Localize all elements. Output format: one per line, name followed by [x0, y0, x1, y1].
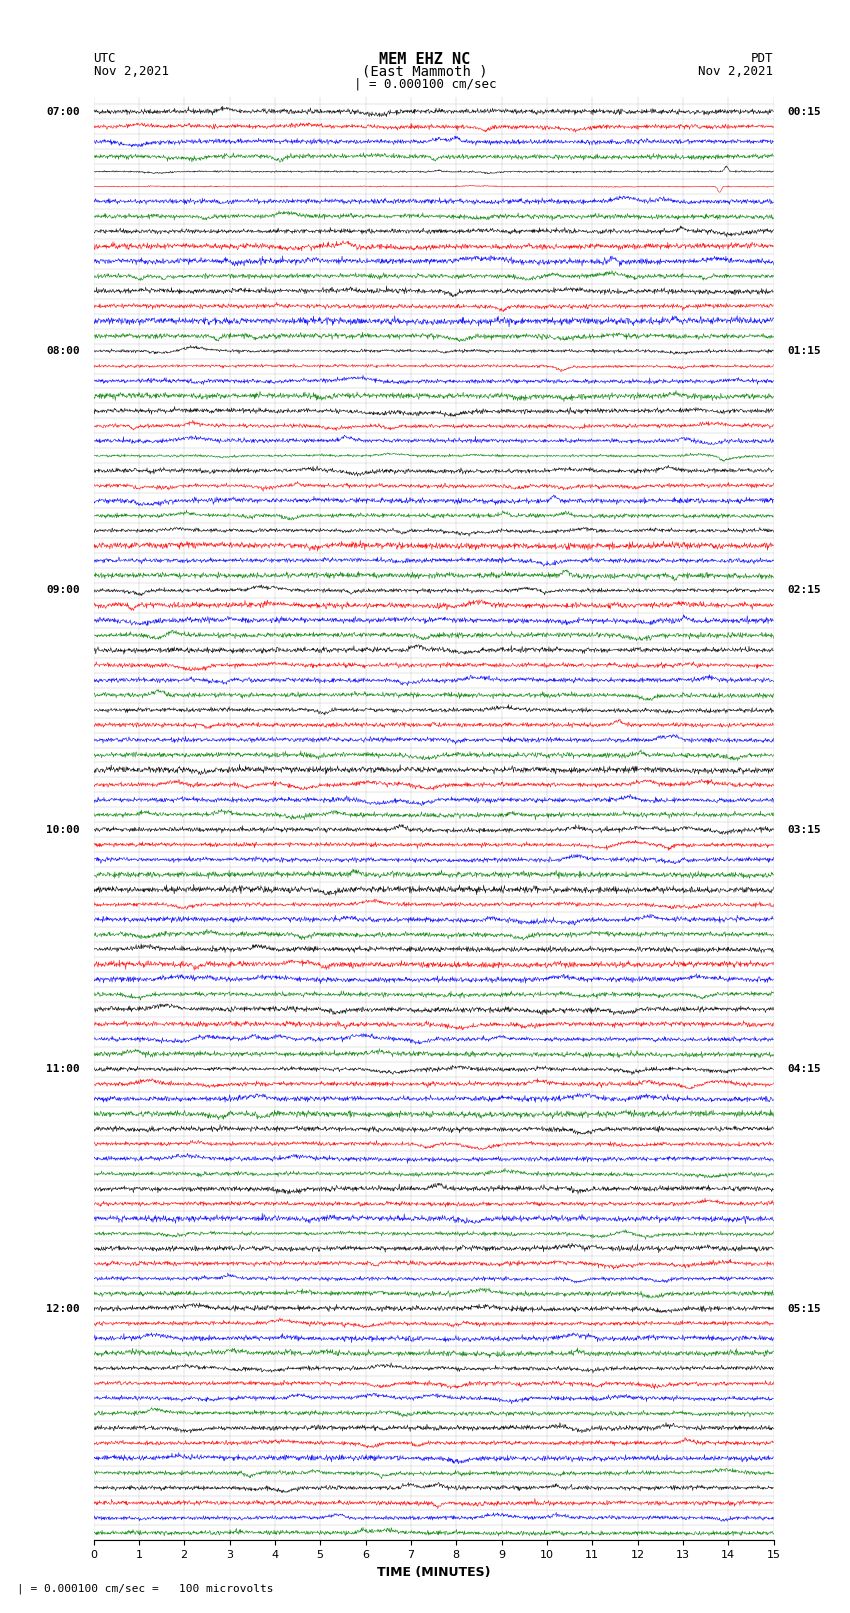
X-axis label: TIME (MINUTES): TIME (MINUTES) — [377, 1566, 490, 1579]
Text: 11:00: 11:00 — [46, 1065, 80, 1074]
Text: Nov 2,2021: Nov 2,2021 — [94, 65, 168, 77]
Text: Nov 2,2021: Nov 2,2021 — [699, 65, 774, 77]
Text: 10:00: 10:00 — [46, 824, 80, 836]
Text: 02:15: 02:15 — [787, 586, 821, 595]
Text: 04:15: 04:15 — [787, 1065, 821, 1074]
Text: PDT: PDT — [751, 52, 774, 65]
Text: 07:00: 07:00 — [46, 106, 80, 116]
Text: 05:15: 05:15 — [787, 1303, 821, 1313]
Text: 00:15: 00:15 — [787, 106, 821, 116]
Text: | = 0.000100 cm/sec =   100 microvolts: | = 0.000100 cm/sec = 100 microvolts — [17, 1582, 274, 1594]
Text: 09:00: 09:00 — [46, 586, 80, 595]
Text: MEM EHZ NC: MEM EHZ NC — [379, 52, 471, 66]
Text: (East Mammoth ): (East Mammoth ) — [362, 65, 488, 79]
Text: 03:15: 03:15 — [787, 824, 821, 836]
Text: | = 0.000100 cm/sec: | = 0.000100 cm/sec — [354, 77, 496, 90]
Text: UTC: UTC — [94, 52, 116, 65]
Text: 01:15: 01:15 — [787, 347, 821, 356]
Text: 08:00: 08:00 — [46, 347, 80, 356]
Text: 12:00: 12:00 — [46, 1303, 80, 1313]
